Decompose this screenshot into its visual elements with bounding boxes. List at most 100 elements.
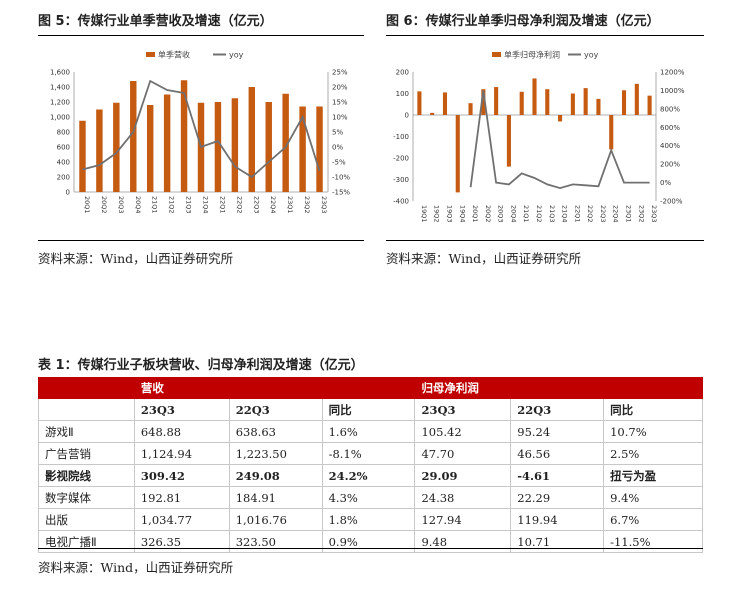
sub-header-cell: 22Q3 [228, 398, 323, 421]
table-row: 出版 1,034.77 1,016.76 1.8% 127.94 119.94 … [38, 508, 703, 531]
x-tick-label: 22Q1 [218, 196, 226, 214]
bar-20Q4 [130, 81, 137, 192]
figure6-top-rule [386, 35, 704, 36]
x-tick-label: 19Q3 [445, 205, 453, 223]
figure5-source: 资料来源：Wind，山西证券研究所 [38, 251, 234, 266]
bar-23Q3 [647, 95, 652, 115]
bar-19Q1 [417, 91, 422, 115]
table-cell: 10.71 [510, 530, 605, 553]
x-tick-label: 23Q2 [637, 205, 645, 223]
sub-header-blank [38, 398, 135, 421]
x-tick-label: 23Q2 [303, 196, 311, 214]
table-cell: 105.42 [414, 420, 512, 443]
bar-20Q3 [113, 102, 120, 192]
bar-19Q4 [455, 115, 460, 193]
x-tick-label: 21Q4 [202, 196, 210, 214]
left-tick-label: 0 [405, 112, 409, 120]
sub-header-cell: 23Q3 [133, 398, 230, 421]
x-tick-label: 20Q1 [471, 205, 479, 223]
table-cell: 1.8% [321, 508, 416, 531]
table-cell: 0.9% [321, 530, 416, 553]
table-cell: 10.7% [603, 420, 703, 443]
table-cell: 29.09 [414, 464, 512, 487]
x-tick-label: 21Q1 [522, 205, 530, 223]
table-cell: 1,034.77 [133, 508, 230, 531]
chart5-legend: 单季营收 yoy [146, 50, 244, 60]
x-tick-label: 21Q3 [185, 196, 193, 214]
table-cell: 24.2% [321, 464, 416, 487]
bar-21Q1 [519, 91, 524, 115]
x-tick-label: 22Q1 [573, 205, 581, 223]
table-cell: 184.91 [228, 486, 323, 509]
table-cell: 95.24 [510, 420, 605, 443]
table-cell: 2.5% [603, 442, 703, 465]
x-tick-label: 22Q4 [269, 196, 277, 214]
legend-label-profit: 单季归母净利润 [504, 50, 560, 60]
left-tick-label: -100 [393, 133, 409, 141]
table-cell: 309.42 [133, 464, 230, 487]
x-tick-label: 20Q2 [484, 205, 492, 223]
table-cell: -11.5% [603, 530, 703, 553]
left-tick-label: 400 [57, 159, 70, 167]
table-cell: 648.88 [133, 420, 230, 443]
x-tick-label: 23Q1 [625, 205, 633, 223]
left-tick-label: 200 [396, 69, 409, 77]
sub-header-cell: 23Q3 [414, 398, 512, 421]
x-tick-label: 21Q4 [561, 205, 569, 223]
right-tick-label: 25% [332, 69, 348, 77]
x-tick-label: 21Q2 [535, 205, 543, 223]
x-tick-label: 19Q2 [433, 205, 441, 223]
bar-20Q1 [468, 103, 473, 115]
right-tick-label: 20% [332, 84, 348, 92]
right-tick-label: -200% [660, 198, 683, 206]
table-cell: 1.6% [321, 420, 416, 443]
left-tick-label: 1,400 [50, 84, 70, 92]
table-group-header: 营收 归母净利润 [38, 377, 703, 399]
bar-22Q4 [265, 102, 272, 192]
table-row: 游戏Ⅱ 648.88 638.63 1.6% 105.42 95.24 10.7… [38, 420, 703, 443]
figure5-bottom-rule [38, 240, 364, 241]
bar-22Q3 [248, 87, 256, 192]
left-tick-label: 0 [66, 189, 70, 197]
left-tick-label: -400 [393, 198, 409, 206]
row-label: 影视院线 [38, 464, 135, 487]
x-tick-label: 21Q3 [548, 205, 556, 223]
table1-source: 资料来源：Wind，山西证券研究所 [38, 560, 234, 575]
bar-21Q3 [545, 89, 550, 115]
table-cell: 1,016.76 [228, 508, 323, 531]
table-cell: 9.48 [414, 530, 512, 553]
profit-chart: 单季归母净利润 yoy -400 -300 -200 -100 0 100 200 -200%… [393, 50, 685, 223]
right-tick-label: 1000% [660, 87, 685, 95]
table-cell: 249.08 [228, 464, 323, 487]
sub-header-cell: 同比 [321, 398, 416, 421]
bar-23Q2 [299, 106, 306, 192]
row-label: 出版 [38, 508, 135, 531]
chart6-legend: 单季归母净利润 yoy [492, 50, 599, 60]
legend-swatch-revenue [146, 52, 155, 57]
x-tick-label: 20Q3 [117, 196, 125, 214]
table-row: 数字媒体 192.81 184.91 4.3% 24.38 22.29 9.4% [38, 486, 703, 509]
x-tick-label: 23Q1 [286, 196, 294, 214]
left-tick-label: 800 [57, 129, 70, 137]
table-cell: 46.56 [510, 442, 605, 465]
right-tick-label: 5% [332, 129, 343, 137]
bar-23Q1 [282, 93, 289, 192]
bar-19Q3 [442, 92, 448, 115]
x-tick-label: 19Q4 [458, 205, 466, 223]
header-net-profit: 归母净利润 [414, 377, 703, 399]
table-cell: 127.94 [414, 508, 512, 531]
table-cell: 192.81 [133, 486, 230, 509]
figure5-title: 图 5：传媒行业单季营收及增速（亿元） [38, 14, 273, 29]
bar-23Q2 [634, 83, 639, 115]
figure6-bottom-rule [386, 240, 704, 241]
bar-22Q1 [214, 102, 222, 192]
left-tick-label: -300 [393, 176, 409, 184]
table1-bottom-rule [38, 548, 703, 549]
sub-header-cell: 22Q3 [510, 398, 605, 421]
bar-20Q2 [481, 89, 486, 115]
bar-21Q2 [163, 94, 171, 192]
left-tick-label: 600 [57, 144, 70, 152]
table-cell: 326.35 [133, 530, 230, 553]
right-tick-label: 400% [660, 142, 680, 150]
bar-21Q2 [532, 78, 537, 115]
